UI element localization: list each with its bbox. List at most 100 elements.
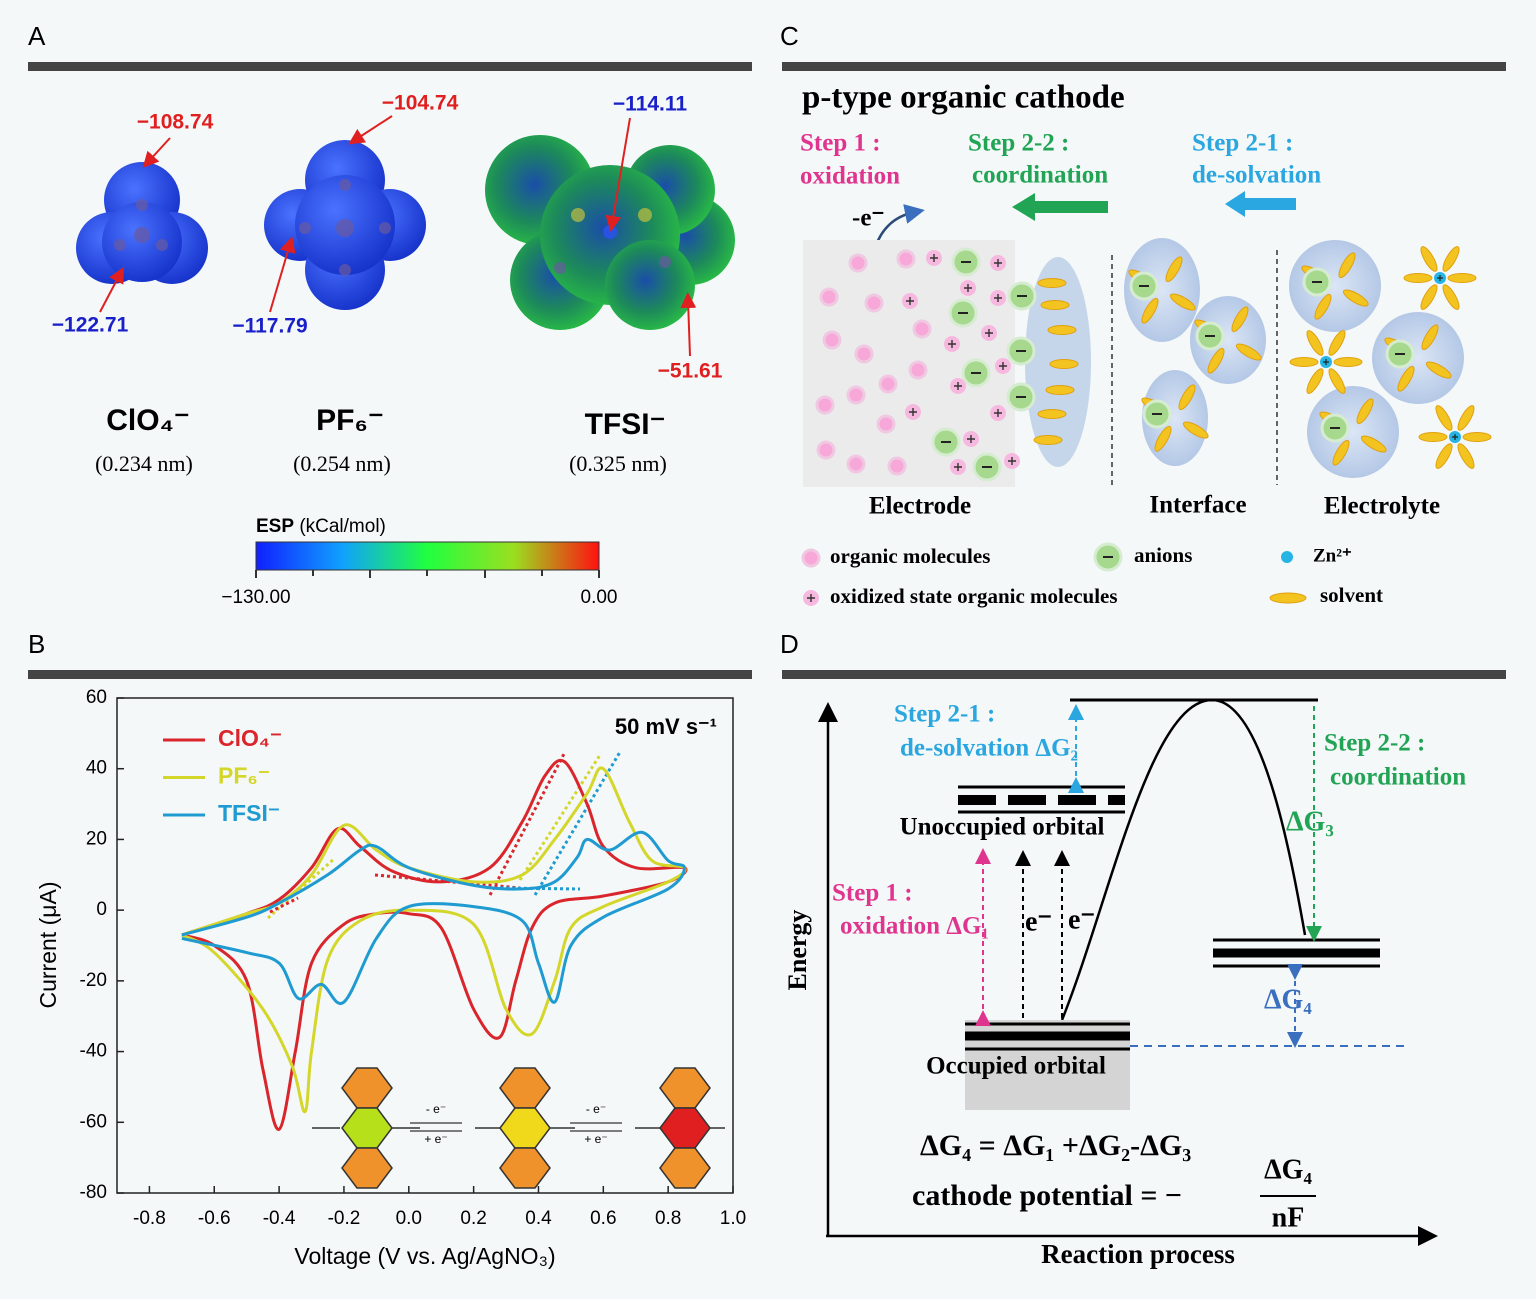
x-tick-label: 0.4 — [525, 1208, 552, 1229]
solvent — [1169, 293, 1196, 311]
electron-label: e⁻ — [1068, 904, 1095, 935]
solvation-shell — [1289, 240, 1381, 332]
y-tick-label: 40 — [86, 758, 107, 779]
equilibrium-arrows — [410, 1122, 622, 1132]
shape — [299, 222, 311, 234]
step-arrow — [1225, 191, 1296, 217]
panel-label: D — [780, 629, 799, 659]
legend-label: PF₆⁻ — [218, 763, 270, 789]
step-label: Step 2-2 : — [1324, 730, 1425, 757]
colorbar-unit: (kCal/mol) — [299, 516, 386, 537]
shape — [488, 751, 567, 896]
plus-sign — [954, 382, 962, 390]
shape — [99, 266, 124, 313]
shape — [571, 208, 585, 222]
solvent — [1154, 425, 1172, 452]
solvent — [1314, 293, 1332, 320]
legend-label: TFSI⁻ — [218, 800, 280, 826]
plus-sign — [1452, 434, 1458, 440]
shape — [136, 199, 148, 211]
solvent — [1338, 252, 1356, 279]
shape — [659, 1067, 711, 1109]
panel-label: A — [28, 21, 46, 51]
solvent — [1425, 361, 1452, 379]
step-label: de-solvation — [1192, 162, 1321, 189]
inset-label: + e⁻ — [584, 1132, 607, 1146]
shape — [554, 262, 566, 274]
plus-sign — [999, 362, 1007, 370]
step-label: coordination — [1330, 764, 1466, 791]
equation: ΔG₄ = ΔG₁ +ΔG₂-ΔG₃ — [920, 1129, 1191, 1162]
cv-curve — [181, 766, 687, 1114]
solvent — [1033, 435, 1063, 445]
plus-sign — [964, 284, 972, 292]
solvent — [1403, 273, 1433, 283]
panel-rule — [782, 62, 1506, 71]
monomer-radical — [475, 1067, 575, 1189]
shape — [341, 1147, 393, 1189]
fraction-top: ΔG₄ — [1264, 1154, 1312, 1185]
panel-a: −108.74 −122.71 −104.74 −117.79 −114.11 … — [52, 92, 735, 608]
shape — [533, 751, 622, 896]
solvent — [1397, 365, 1415, 392]
shape — [114, 239, 126, 251]
shape — [142, 137, 171, 168]
shape — [266, 856, 337, 920]
anion-name: TFSI⁻ — [585, 408, 666, 441]
esp-max: −108.74 — [137, 111, 214, 134]
panel-c: p-type organic cathode Step 1 : oxidatio… — [800, 80, 1492, 608]
inset-label: - e⁻ — [426, 1102, 446, 1116]
solvent — [1420, 246, 1438, 272]
solvent — [1289, 357, 1319, 367]
anion-size: (0.325 nm) — [569, 451, 667, 476]
shape — [341, 1107, 393, 1149]
solvation-shell — [1307, 386, 1399, 478]
x-tick-label: -0.2 — [328, 1208, 361, 1229]
legend-label: Zn²⁺ — [1313, 545, 1352, 566]
step-label: Step 2-1 : — [1192, 130, 1293, 157]
solvent — [1207, 347, 1225, 374]
colorbar-max: 0.00 — [581, 587, 618, 608]
anion-name: PF₆⁻ — [316, 404, 384, 437]
shape — [134, 227, 150, 243]
solvent — [1442, 284, 1460, 310]
legend-swatch — [1281, 551, 1293, 563]
y-tick-label: -40 — [80, 1041, 107, 1062]
level-label: Unoccupied orbital — [900, 814, 1105, 841]
plus-sign — [906, 297, 914, 305]
solvent — [1442, 246, 1460, 272]
solvent — [1165, 256, 1183, 283]
y-tick-label: 20 — [86, 828, 107, 849]
solvent — [1356, 398, 1374, 425]
plus-sign — [954, 463, 962, 471]
organic-molecule — [848, 253, 868, 273]
solvent — [1178, 384, 1196, 411]
solvent — [1418, 432, 1448, 442]
legend-swatch — [801, 548, 821, 568]
x-tick-label: 0.8 — [655, 1208, 681, 1229]
organic-molecule — [908, 360, 928, 380]
solvation-shell — [1190, 296, 1266, 384]
region-label: Interface — [1149, 492, 1246, 519]
level-label: Occupied orbital — [926, 1053, 1106, 1080]
legend-label: solvent — [1320, 583, 1383, 607]
shape — [638, 208, 652, 222]
organic-molecule — [815, 395, 835, 415]
unoccupied-levels — [958, 785, 1125, 814]
shape — [518, 754, 602, 881]
organic-molecule — [876, 414, 896, 434]
esp-min: −117.79 — [232, 315, 307, 338]
anion-sizes: (0.234 nm) (0.254 nm) (0.325 nm) — [95, 451, 667, 476]
legend-label: oxidized state organic molecules — [830, 584, 1118, 608]
organic-molecule — [896, 249, 916, 269]
shape — [499, 1107, 551, 1149]
shape — [499, 1067, 551, 1109]
solvent — [1421, 324, 1439, 351]
delta-g3: ΔG₃ — [1286, 806, 1334, 837]
panel-rule — [782, 670, 1506, 679]
plus-sign — [1008, 457, 1016, 465]
plus-sign — [807, 594, 815, 602]
inset-label: - e⁻ — [586, 1102, 606, 1116]
solvent — [1231, 306, 1249, 333]
plus-sign — [967, 435, 975, 443]
